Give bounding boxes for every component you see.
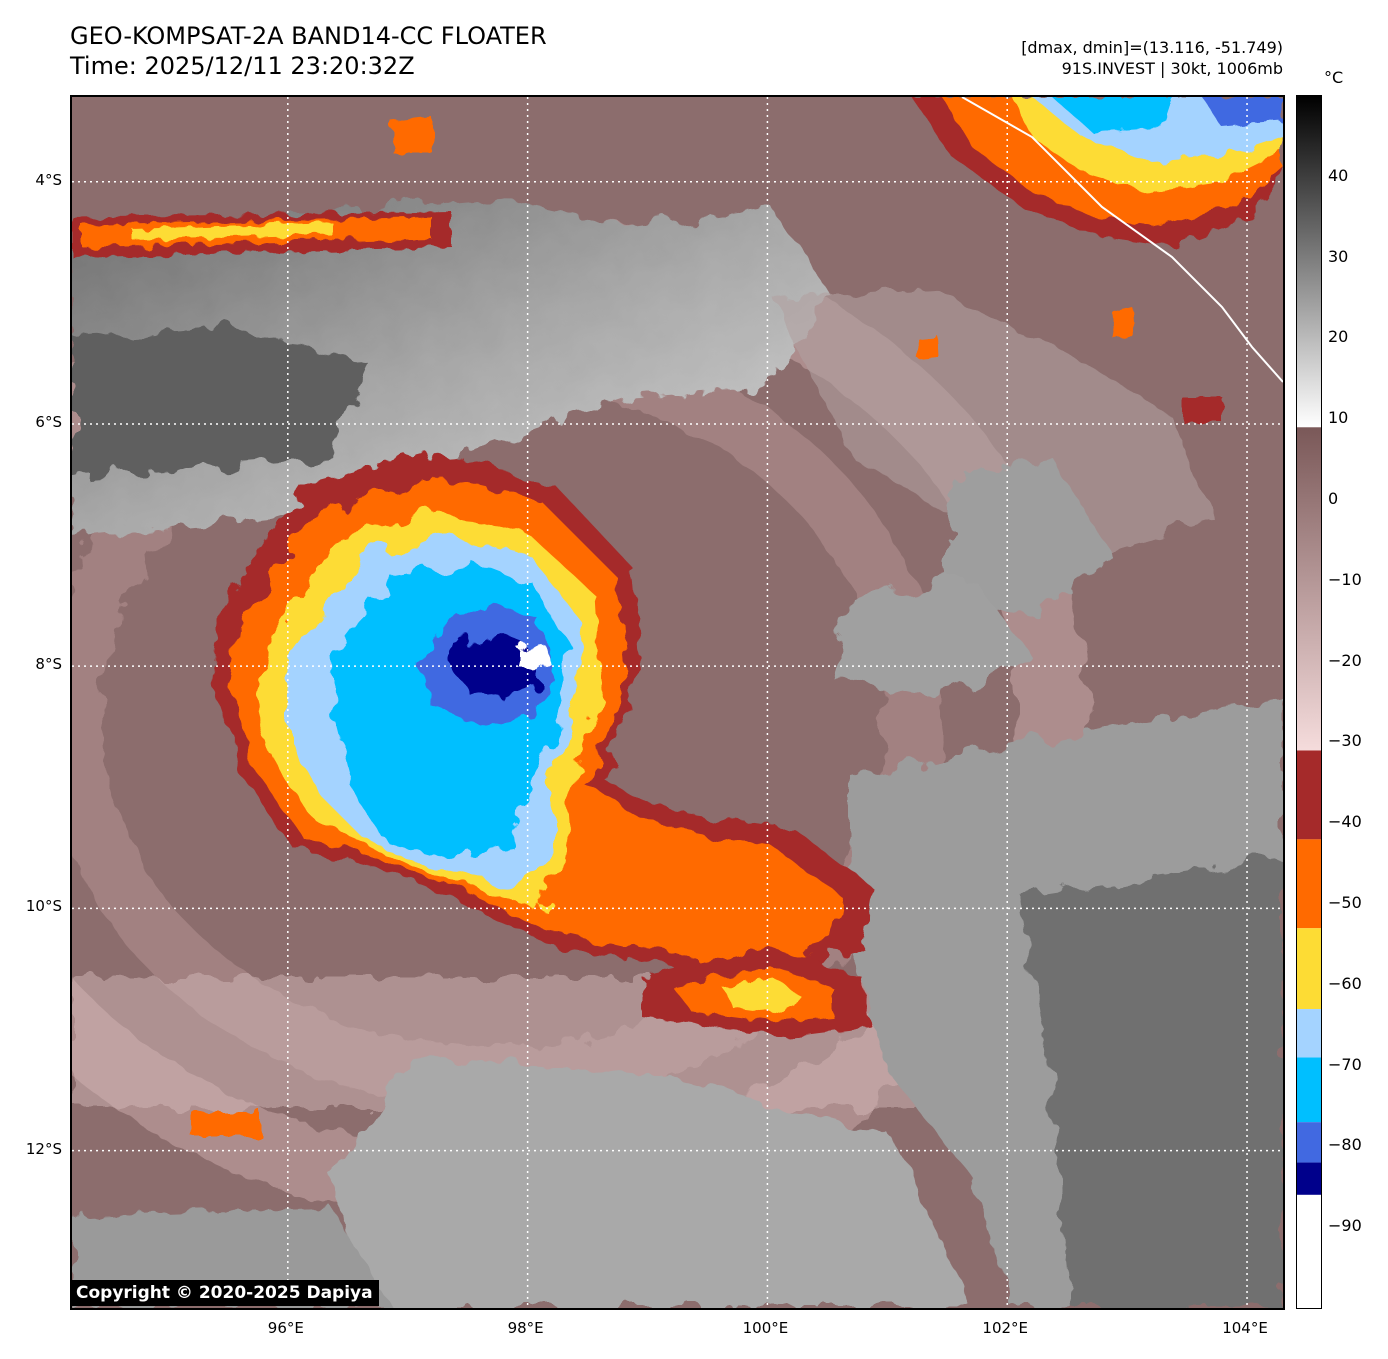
colorbar-segment — [1297, 96, 1321, 428]
lat-tick-label: 8°S — [35, 655, 62, 674]
colorbar-segment — [1297, 1122, 1321, 1163]
colorbar-tick-label: −30 — [1328, 731, 1362, 751]
timestamp: Time: 2025/12/11 23:20:32Z — [70, 52, 415, 80]
colorbar-segments — [1297, 96, 1321, 1308]
colorbar-tick-label: 10 — [1328, 408, 1349, 428]
colorbar-segment — [1297, 839, 1321, 929]
lon-tick-label: 102°E — [982, 1319, 1029, 1337]
lat-tick-label: 4°S — [35, 170, 62, 189]
colorbar-tick-label: −60 — [1328, 973, 1362, 993]
colorbar-tick-label: −40 — [1328, 812, 1362, 832]
colorbar-segment — [1297, 750, 1321, 840]
lat-tick-label: 12°S — [25, 1139, 62, 1158]
colorbar-segment — [1297, 427, 1321, 751]
chart-title: GEO-KOMPSAT-2A BAND14-CC FLOATER — [70, 22, 547, 50]
copyright-notice: Copyright © 2020-2025 Dapiya — [70, 1280, 379, 1306]
colorbar — [1296, 95, 1322, 1309]
colorbar-tick-label: −70 — [1328, 1054, 1362, 1074]
colorbar-segment — [1297, 1194, 1321, 1308]
lon-tick-label: 98°E — [507, 1319, 544, 1337]
lon-tick-label: 100°E — [742, 1319, 789, 1337]
lat-tick-label: 6°S — [35, 412, 62, 431]
data-range-info: [dmax, dmin]=(13.116, -51.749) — [1021, 38, 1283, 57]
colorbar-segment — [1297, 1009, 1321, 1058]
satellite-map — [70, 95, 1285, 1310]
colorbar-unit: °C — [1324, 68, 1344, 87]
satellite-imagery — [72, 97, 1283, 1308]
storm-cloud-tops — [212, 452, 872, 987]
storm-info: 91S.INVEST | 30kt, 1006mb — [1061, 59, 1283, 78]
outer-convection — [72, 97, 1283, 1137]
coastline — [961, 97, 1283, 383]
lon-tick-label: 96°E — [267, 1319, 304, 1337]
colorbar-segment — [1297, 1057, 1321, 1123]
colorbar-tick-label: −20 — [1328, 650, 1362, 670]
colorbar-tick-label: −50 — [1328, 893, 1362, 912]
colorbar-tick-label: −10 — [1328, 569, 1362, 589]
colorbar-segment — [1297, 1162, 1321, 1195]
gridlines — [72, 97, 1283, 1308]
lat-tick-label: 10°S — [25, 897, 62, 916]
colorbar-tick-label: −80 — [1328, 1135, 1362, 1155]
lon-tick-label: 104°E — [1222, 1319, 1268, 1337]
colorbar-tick-label: −90 — [1328, 1216, 1362, 1236]
colorbar-segment — [1297, 928, 1321, 1010]
colorbar-tick-label: 30 — [1328, 246, 1349, 266]
colorbar-tick-label: 20 — [1328, 327, 1349, 347]
colorbar-tick-label: 40 — [1328, 165, 1349, 185]
colorbar-tick-label: 0 — [1328, 489, 1339, 508]
